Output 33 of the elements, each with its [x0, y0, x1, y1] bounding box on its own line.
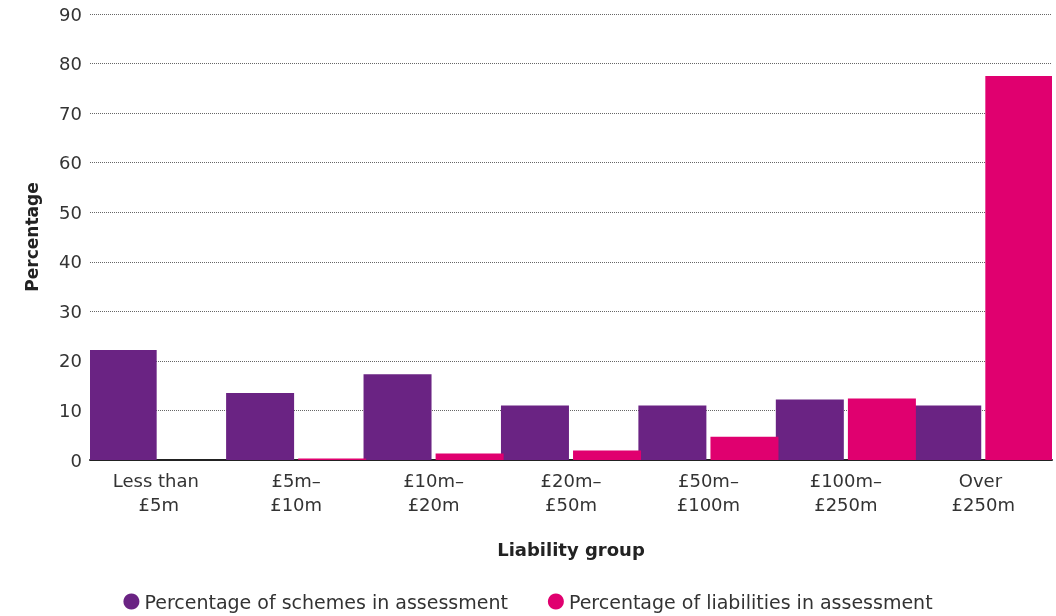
y-tick-label: 50: [59, 201, 82, 223]
x-tick-label: £50m–£100m: [676, 469, 741, 515]
legend-label: Percentage of schemes in assessment: [144, 590, 508, 613]
y-axis-title: Percentage: [21, 182, 42, 292]
bar: [775, 399, 844, 460]
x-tick-label: £20m–£50m: [540, 469, 602, 515]
bar: [913, 405, 982, 460]
bar: [710, 436, 779, 460]
bar: [363, 374, 432, 460]
bar: [90, 349, 157, 460]
x-tick-label: Over £250m: [951, 469, 1015, 515]
y-tick-label: 90: [59, 3, 82, 25]
x-tick-label: £100m–£250m: [809, 469, 883, 515]
bar: [985, 75, 1052, 460]
bar: [226, 393, 295, 460]
bar: [573, 450, 642, 460]
bar: [847, 398, 916, 460]
bar: [638, 405, 707, 460]
x-axis-title: Liability group: [497, 538, 645, 560]
y-tick-label: 20: [59, 350, 82, 372]
y-tick-label: 70: [59, 102, 82, 124]
bar: [500, 405, 569, 460]
bar: [435, 453, 504, 460]
legend-label: Percentage of liabilities in assessment: [568, 590, 933, 613]
y-tick-label: 80: [59, 53, 82, 75]
x-tick-label: Less than £5m: [112, 469, 205, 515]
y-tick-label: 10: [59, 399, 82, 421]
x-tick-label: £10m–£20m: [403, 469, 465, 515]
y-tick-label: 0: [70, 449, 82, 471]
y-tick-label: 60: [59, 152, 82, 174]
y-tick-label: 40: [59, 251, 82, 273]
x-tick-label: £5m–£10m: [270, 469, 323, 515]
y-tick-label: 30: [59, 300, 82, 322]
